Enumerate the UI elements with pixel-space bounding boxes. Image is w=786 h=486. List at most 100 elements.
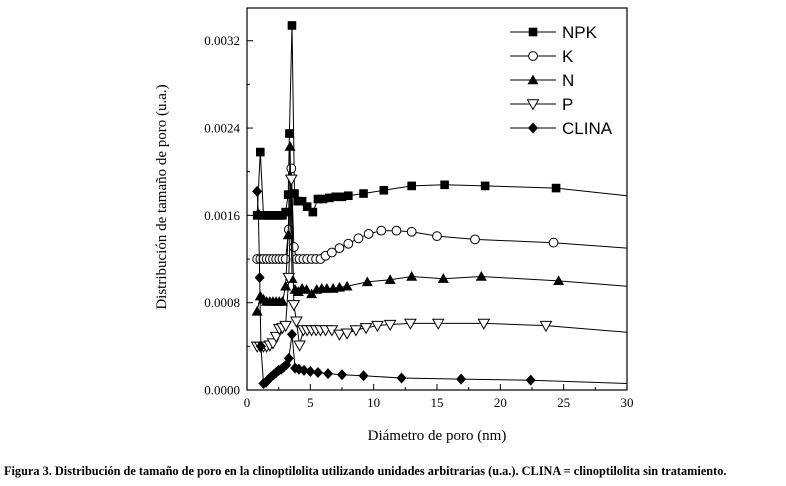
data-point-clina <box>323 368 334 380</box>
data-point-k <box>391 225 402 236</box>
data-point-k <box>288 242 299 252</box>
x-tick-label: 0 <box>244 395 251 410</box>
data-point-clina <box>255 340 266 352</box>
data-point-npk <box>325 193 334 203</box>
data-point-p <box>383 319 397 332</box>
data-point-n <box>384 274 396 284</box>
data-point-n <box>553 275 565 286</box>
data-point-npk <box>551 183 561 193</box>
data-point-n <box>341 280 353 291</box>
data-point-k <box>432 231 442 242</box>
data-point-n <box>361 276 373 287</box>
legend-label: P <box>562 95 573 114</box>
x-axis-title: Diámetro de poro (nm) <box>368 428 507 444</box>
legend-item-p: P <box>510 95 573 114</box>
data-point-k <box>363 229 374 239</box>
data-point-p <box>284 174 298 186</box>
data-point-n <box>406 270 418 281</box>
data-point-p <box>371 320 384 333</box>
y-axis-title: Distribución de tamaño de poro (u.a.) <box>154 84 170 309</box>
legend-marker-k <box>528 51 538 61</box>
series-k <box>252 163 627 264</box>
data-point-npk <box>308 207 318 217</box>
data-point-npk <box>480 181 490 191</box>
data-point-p <box>269 331 283 344</box>
legend-marker-npk <box>528 27 538 37</box>
data-point-clina <box>396 372 407 384</box>
data-point-clina <box>252 185 263 197</box>
data-point-p <box>293 340 306 352</box>
data-point-p <box>404 318 417 330</box>
series-n <box>251 141 627 316</box>
data-point-p <box>477 318 491 330</box>
data-point-n <box>276 296 288 306</box>
y-tick-label: 0.0008 <box>204 295 240 310</box>
data-point-npk <box>281 207 290 217</box>
legend: NPK KNP CLINA <box>510 23 613 138</box>
data-point-k <box>343 238 354 249</box>
data-point-clina <box>312 367 323 379</box>
data-point-n <box>301 284 313 294</box>
x-tick-label: 10 <box>367 395 380 410</box>
data-point-k <box>376 225 387 236</box>
data-point-k <box>280 254 291 264</box>
data-point-npk <box>287 21 297 30</box>
data-point-clina <box>283 352 294 364</box>
data-point-clina <box>456 373 467 385</box>
series-line-n <box>256 146 627 312</box>
data-point-k <box>470 234 480 245</box>
data-point-n <box>437 273 449 283</box>
data-point-npk <box>302 202 312 211</box>
data-point-npk <box>285 129 294 138</box>
data-point-clina <box>358 370 369 382</box>
y-axis: 0.0000 0.0008 0.0016 0.0024 0.0032 <box>204 33 253 398</box>
data-point-p <box>340 328 354 340</box>
data-point-npk <box>283 190 293 199</box>
data-point-p <box>539 320 553 333</box>
y-tick-label: 0.0032 <box>204 33 240 48</box>
data-point-npk <box>290 189 299 198</box>
data-point-k <box>334 243 345 254</box>
data-point-n <box>282 229 294 240</box>
data-point-clina <box>286 328 297 340</box>
data-point-clina <box>337 369 347 381</box>
series-clina <box>252 185 627 389</box>
legend-item-clina: CLINA <box>510 119 613 138</box>
x-tick-label: 30 <box>621 395 634 410</box>
data-point-p <box>282 272 296 285</box>
series-line-clina <box>256 191 627 385</box>
data-point-p <box>359 323 373 335</box>
data-point-p <box>349 325 363 337</box>
data-point-n <box>251 305 263 316</box>
legend-label: CLINA <box>562 119 613 138</box>
data-point-clina <box>525 374 536 386</box>
x-tick-label: 15 <box>431 395 444 410</box>
legend-item-k: K <box>510 47 574 66</box>
figure-caption: Figura 3. Distribución de tamaño de poro… <box>4 464 727 478</box>
data-point-npk <box>440 180 449 190</box>
data-point-npk <box>318 194 328 204</box>
series-npk <box>252 21 627 220</box>
data-point-clina <box>299 364 309 376</box>
data-point-clina <box>253 208 264 220</box>
x-tick-label: 20 <box>494 395 507 410</box>
data-point-p <box>279 320 292 333</box>
data-point-p <box>333 329 346 341</box>
data-point-clina <box>254 272 265 284</box>
data-point-p <box>431 318 445 330</box>
data-point-npk <box>256 147 265 157</box>
legend-marker-clina <box>528 122 538 134</box>
data-point-npk <box>359 189 368 198</box>
x-axis: 0 5 10 15 20 25 30 <box>244 384 634 410</box>
data-point-p <box>290 316 303 328</box>
data-point-k <box>548 237 559 248</box>
data-point-npk <box>407 181 416 191</box>
data-point-n <box>475 270 487 281</box>
data-point-k <box>353 233 364 244</box>
data-point-clina <box>305 365 316 377</box>
data-point-npk <box>337 192 347 202</box>
data-point-npk <box>379 185 389 195</box>
data-point-npk <box>313 194 323 204</box>
legend-label: N <box>562 71 574 90</box>
